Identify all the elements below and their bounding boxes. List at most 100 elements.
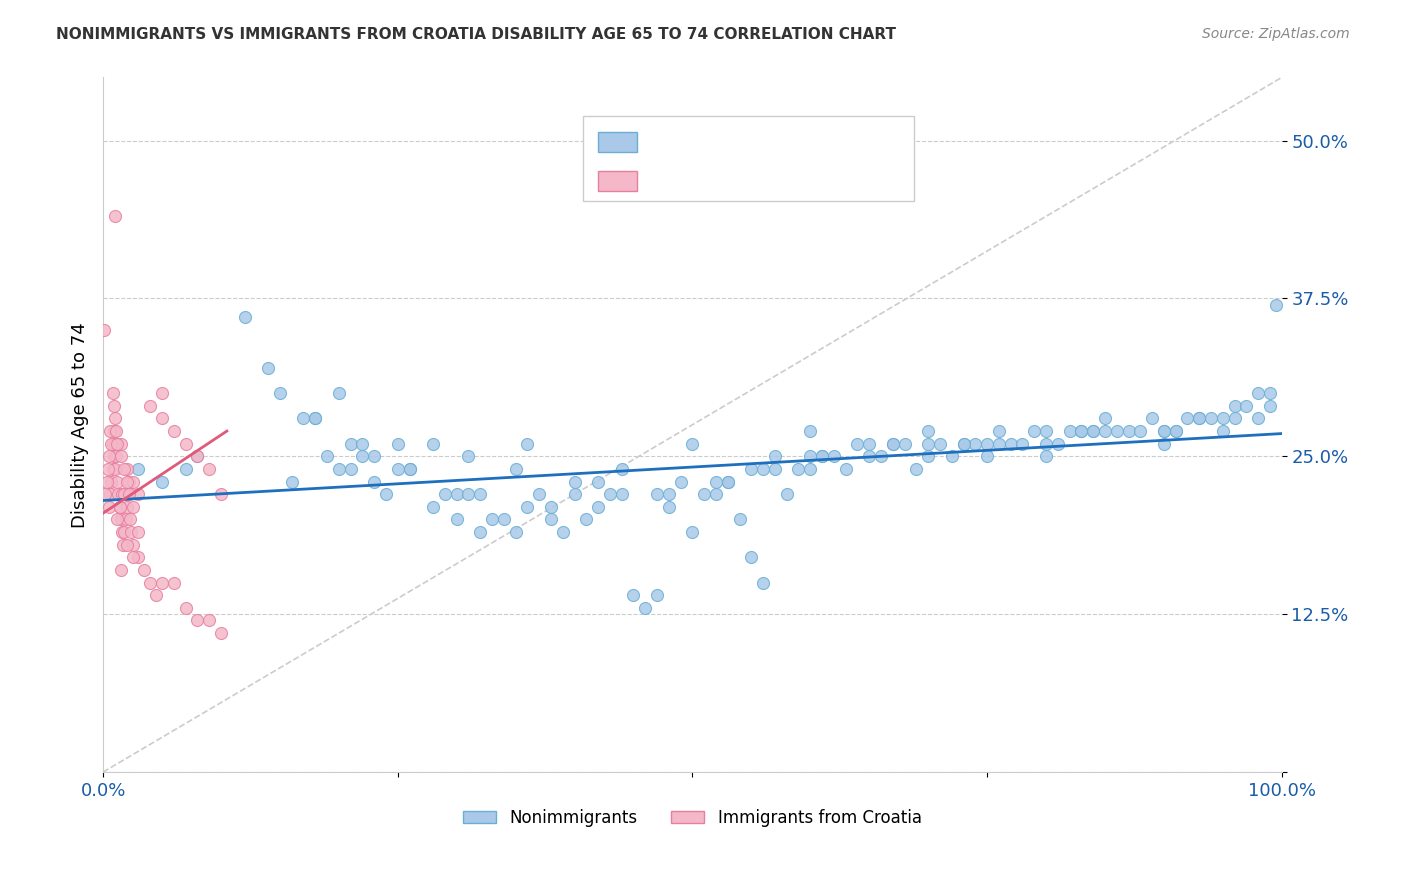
- Point: [645, 487, 668, 501]
- Point: [115, 538, 138, 552]
- Point: [112, 462, 135, 476]
- Point: [198, 462, 221, 476]
- Point: [1081, 424, 1104, 438]
- Point: [209, 487, 232, 501]
- Point: [763, 450, 786, 464]
- Point: [586, 500, 609, 514]
- Point: [134, 563, 156, 577]
- Point: [233, 310, 256, 325]
- Point: [516, 500, 538, 514]
- Point: [328, 462, 350, 476]
- Point: [292, 411, 315, 425]
- Point: [717, 475, 740, 489]
- Point: [150, 575, 173, 590]
- Point: [103, 399, 125, 413]
- Point: [917, 436, 939, 450]
- Point: [1199, 411, 1222, 425]
- Point: [96, 475, 118, 489]
- Point: [98, 487, 121, 501]
- Point: [799, 450, 821, 464]
- Point: [586, 475, 609, 489]
- Point: [1035, 450, 1057, 464]
- Point: [100, 436, 122, 450]
- Point: [115, 500, 138, 514]
- Point: [174, 462, 197, 476]
- Point: [352, 450, 374, 464]
- Point: [1153, 424, 1175, 438]
- Point: [882, 436, 904, 450]
- Point: [893, 436, 915, 450]
- Point: [105, 475, 128, 489]
- Point: [127, 550, 149, 565]
- Point: [623, 588, 645, 602]
- Point: [1153, 424, 1175, 438]
- Point: [186, 450, 208, 464]
- Text: N =: N =: [751, 134, 787, 152]
- Point: [446, 512, 468, 526]
- Point: [952, 436, 974, 450]
- Point: [1094, 411, 1116, 425]
- Point: [1024, 424, 1046, 438]
- Point: [704, 487, 727, 501]
- Point: [1035, 436, 1057, 450]
- Point: [121, 475, 143, 489]
- Point: [118, 487, 141, 501]
- Point: [976, 436, 998, 450]
- Text: 0.107: 0.107: [685, 173, 733, 191]
- Point: [1258, 386, 1281, 401]
- Point: [104, 210, 127, 224]
- Point: [658, 487, 681, 501]
- Point: [858, 450, 880, 464]
- Point: [529, 487, 551, 501]
- Point: [1212, 424, 1234, 438]
- Point: [98, 424, 121, 438]
- Point: [112, 538, 135, 552]
- Point: [752, 462, 775, 476]
- Point: [1223, 399, 1246, 413]
- Point: [387, 436, 409, 450]
- Point: [1258, 399, 1281, 413]
- Point: [787, 462, 810, 476]
- Text: 0.336: 0.336: [685, 134, 733, 152]
- Point: [398, 462, 420, 476]
- Point: [304, 411, 326, 425]
- Text: Source: ZipAtlas.com: Source: ZipAtlas.com: [1202, 27, 1350, 41]
- Point: [127, 525, 149, 540]
- Point: [1059, 424, 1081, 438]
- Point: [163, 424, 186, 438]
- Point: [339, 436, 361, 450]
- Point: [693, 487, 716, 501]
- Point: [422, 500, 444, 514]
- Point: [108, 500, 131, 514]
- Point: [540, 512, 562, 526]
- Point: [1247, 411, 1270, 425]
- Point: [98, 500, 121, 514]
- Point: [375, 487, 398, 501]
- Point: [422, 436, 444, 450]
- Point: [110, 436, 132, 450]
- Point: [115, 475, 138, 489]
- Point: [1164, 424, 1187, 438]
- Point: [111, 487, 134, 501]
- Point: [740, 550, 762, 565]
- Point: [174, 600, 197, 615]
- Text: R =: R =: [645, 173, 682, 191]
- Point: [987, 436, 1010, 450]
- Point: [150, 386, 173, 401]
- Point: [669, 475, 692, 489]
- Point: [101, 436, 124, 450]
- Point: [1118, 424, 1140, 438]
- Point: [339, 462, 361, 476]
- Point: [117, 487, 139, 501]
- Point: [540, 500, 562, 514]
- Point: [352, 436, 374, 450]
- Point: [105, 450, 128, 464]
- Point: [257, 360, 280, 375]
- Point: [145, 588, 167, 602]
- Point: [115, 487, 138, 501]
- Point: [870, 450, 893, 464]
- Point: [93, 323, 115, 337]
- Point: [105, 436, 128, 450]
- Point: [1234, 399, 1257, 413]
- Point: [799, 462, 821, 476]
